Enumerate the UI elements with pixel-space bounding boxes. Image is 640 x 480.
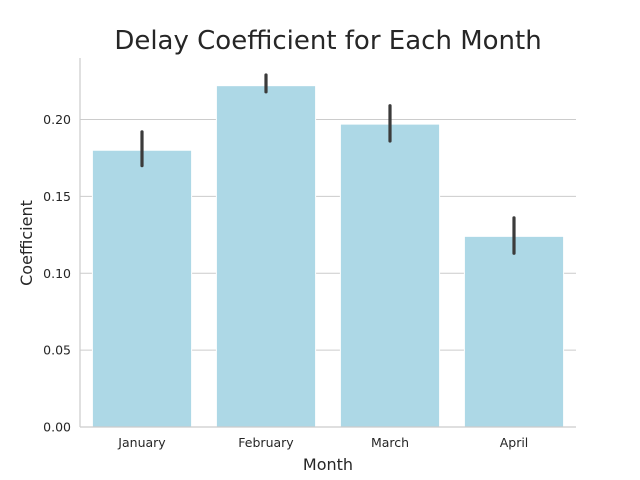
y-tick-label: 0.10: [43, 266, 71, 281]
bar-january: [91, 149, 193, 428]
y-tick-label: 0.20: [43, 112, 71, 127]
bar-february: [215, 85, 317, 428]
bar-march: [339, 123, 441, 428]
bar-layer: [91, 85, 565, 428]
x-axis-label: Month: [303, 455, 353, 474]
x-tick-label: January: [117, 435, 166, 450]
bar-april: [463, 235, 565, 428]
y-tick-label: 0.00: [43, 420, 71, 435]
x-tick-label: April: [500, 435, 529, 450]
error-layer: [140, 73, 516, 255]
x-tick-label: March: [371, 435, 409, 450]
x-tick-labels: January February March April: [117, 435, 528, 450]
y-tick-label: 0.05: [43, 343, 71, 358]
y-tick-labels: 0.00 0.05 0.10 0.15 0.20: [43, 112, 71, 435]
y-tick-label: 0.15: [43, 189, 71, 204]
chart-title: Delay Coefficient for Each Month: [114, 26, 541, 56]
x-tick-label: February: [238, 435, 294, 450]
y-axis-label: Coefficient: [17, 200, 36, 286]
